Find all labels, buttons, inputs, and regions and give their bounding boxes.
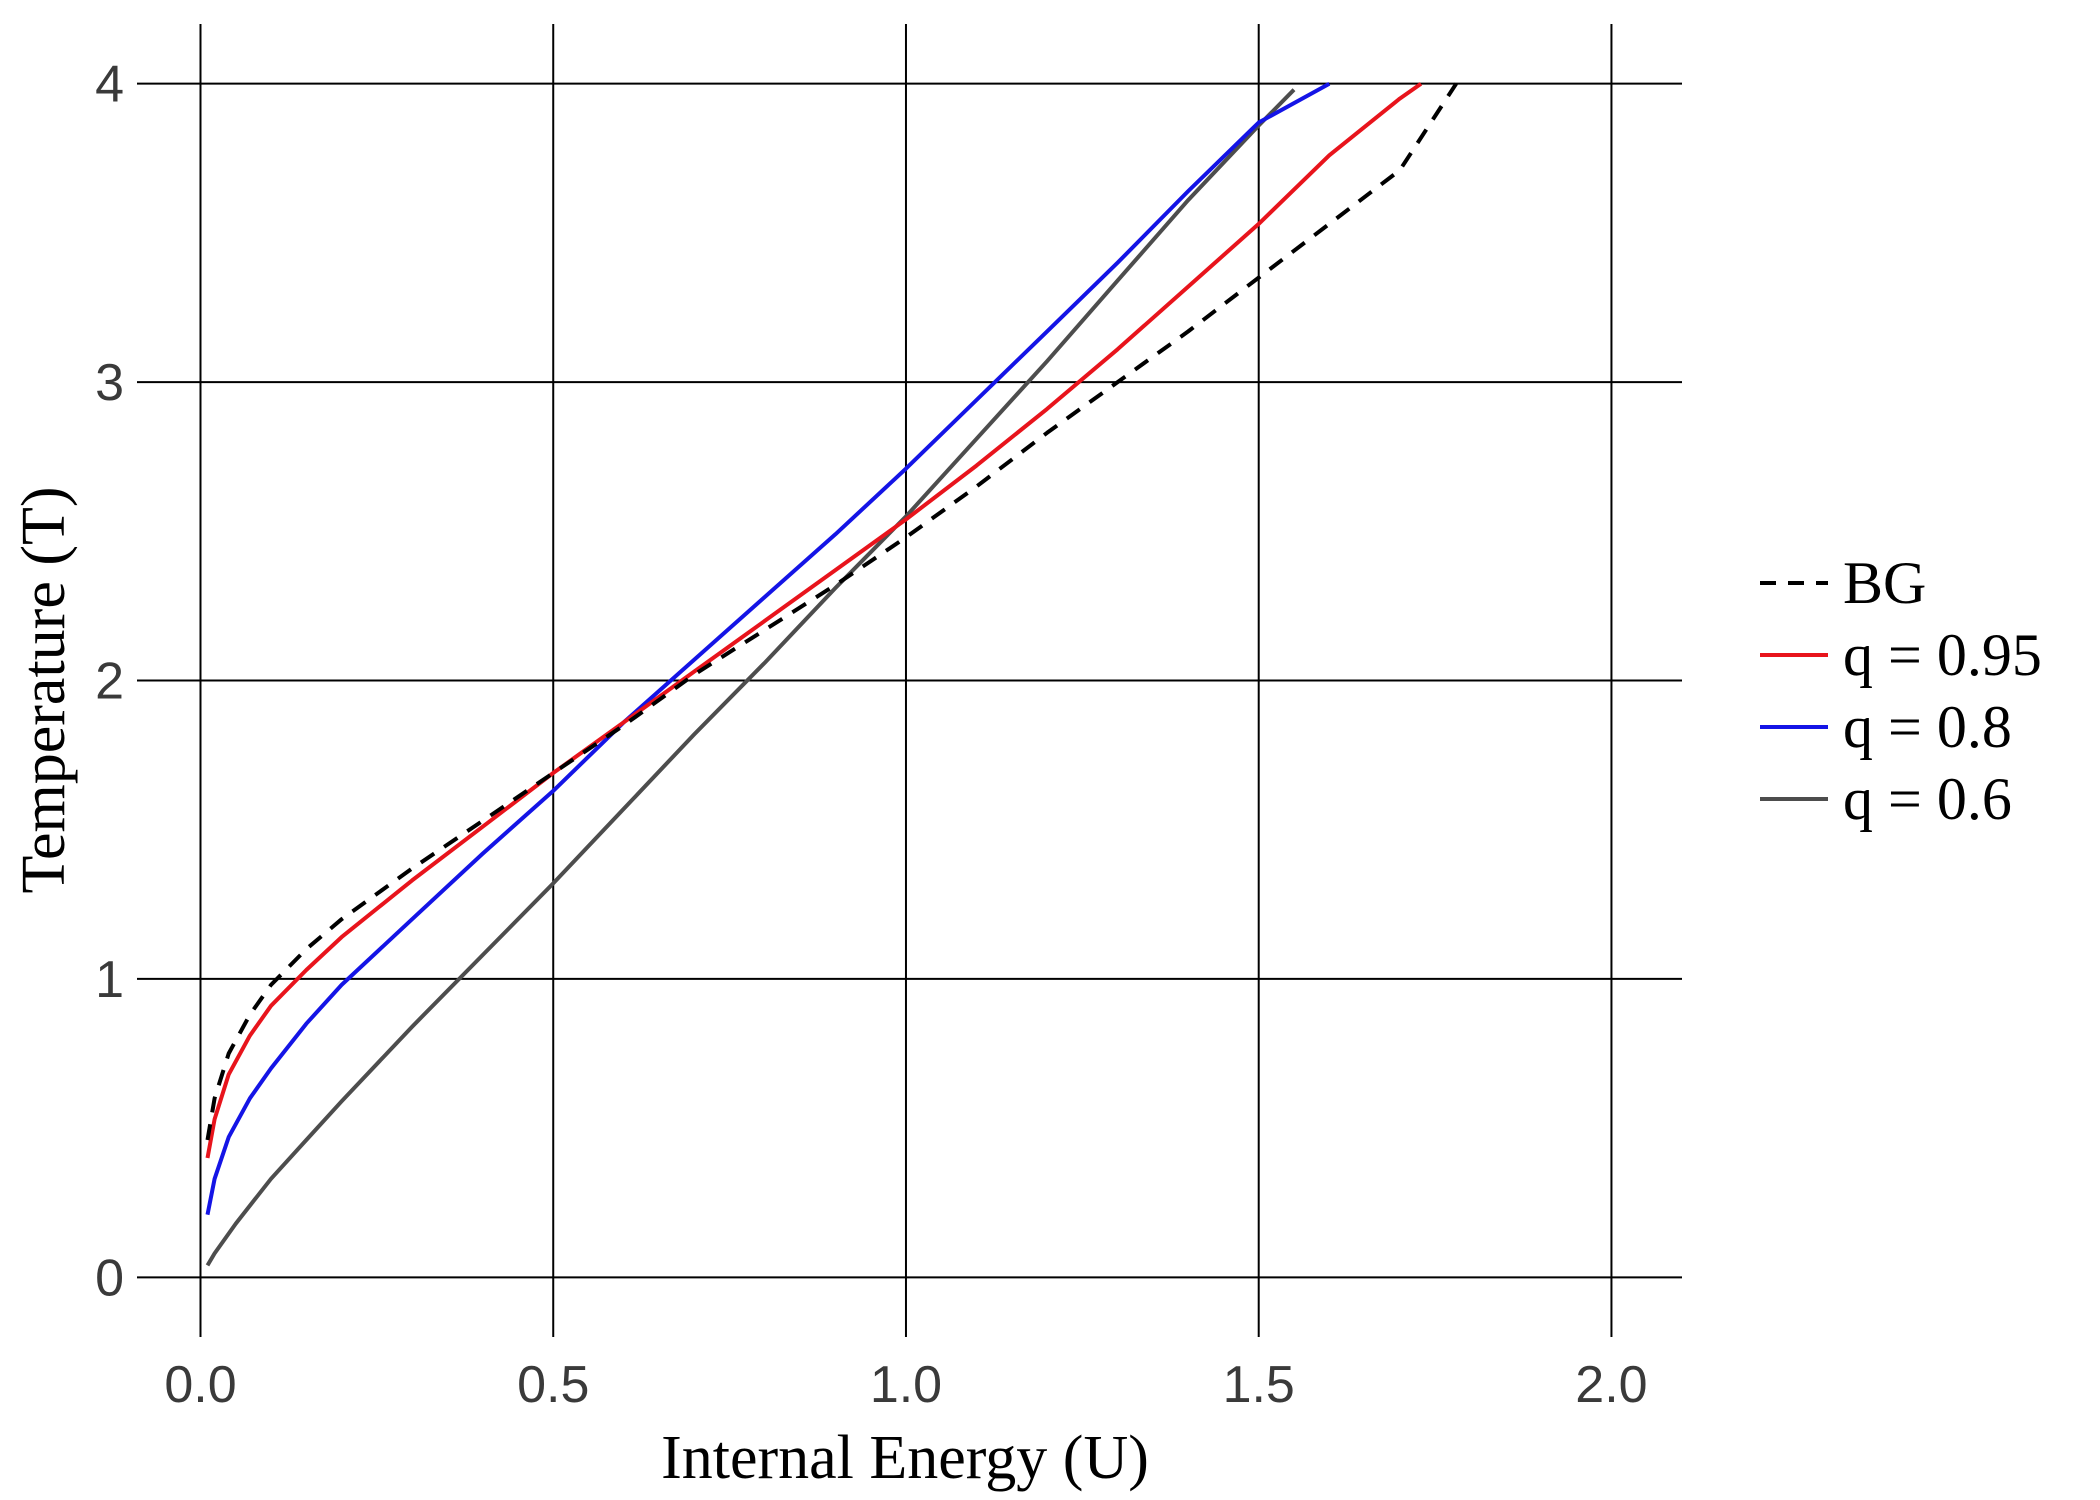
legend-label-bg: BG (1843, 550, 1926, 616)
x-tick-label: 2.0 (1575, 1356, 1647, 1414)
y-tick-label: 3 (95, 354, 124, 412)
x-tick-label: 0.0 (164, 1356, 236, 1414)
y-axis-ticks: 0 1 2 3 4 (95, 56, 124, 1308)
series-line-q-0-95 (205, 82, 1423, 1159)
y-tick-label: 0 (95, 1249, 124, 1307)
grid (137, 24, 1682, 1337)
legend-label-q08: q = 0.8 (1843, 694, 2012, 760)
series-line-q-0-6 (205, 88, 1296, 1267)
x-axis-title: Internal Energy (U) (661, 1424, 1149, 1492)
x-tick-label: 1.5 (1223, 1356, 1295, 1414)
y-axis-title: Temperature (T) (10, 486, 78, 893)
x-tick-label: 0.5 (517, 1356, 589, 1414)
x-axis-ticks: 0.0 0.5 1.0 1.5 2.0 (164, 1356, 1647, 1414)
y-tick-label: 2 (95, 653, 124, 711)
y-tick-label: 4 (95, 56, 124, 114)
series-line-q-0-8 (205, 81, 1331, 1216)
series-line-bg (205, 82, 1458, 1141)
x-tick-label: 1.0 (870, 1356, 942, 1414)
legend-label-q06: q = 0.6 (1843, 766, 2012, 832)
series-lines (205, 81, 1458, 1267)
legend: BG q = 0.95 q = 0.8 q = 0.6 (1760, 550, 2042, 832)
legend-label-q095: q = 0.95 (1843, 622, 2042, 688)
y-tick-label: 1 (95, 951, 124, 1009)
